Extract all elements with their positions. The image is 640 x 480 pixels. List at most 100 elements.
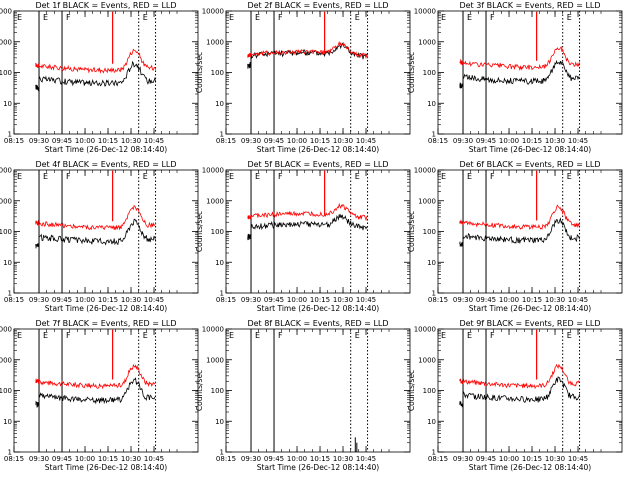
flag-label: E	[43, 331, 48, 340]
x-tick-label: 09:30	[453, 137, 473, 145]
x-tick-label: 08:15	[216, 296, 236, 304]
x-tick-label: 10:45	[356, 137, 376, 145]
x-tick-label: 10:45	[356, 296, 376, 304]
flag-label: E	[43, 172, 48, 181]
flag-label: F	[490, 13, 495, 22]
x-tick-label: 09:30	[29, 137, 49, 145]
y-tick-label: 1	[220, 131, 224, 139]
x-axis-label: Start Time (26-Dec-12 08:14:40)	[257, 304, 379, 313]
x-tick-label: 08:15	[4, 296, 24, 304]
y-tick-label: 100	[211, 387, 224, 395]
y-tick-label: 10	[215, 100, 224, 108]
flag-label: E	[143, 172, 148, 181]
flag-label: F	[490, 331, 495, 340]
y-tick-label: 1000	[418, 38, 436, 46]
y-tick-label: 1000	[0, 356, 12, 364]
x-tick-label: 09:30	[29, 455, 49, 463]
flag-label: E	[229, 172, 234, 181]
y-tick-label: 1	[8, 290, 12, 298]
x-tick-label: 09:45	[476, 455, 496, 463]
flag-label: E	[355, 13, 360, 22]
y-tick-label: 10	[427, 418, 436, 426]
y-axis-label: Counts/sec	[195, 370, 204, 411]
x-axis-label: Start Time (26-Dec-12 08:14:40)	[45, 145, 167, 154]
x-tick-label: 10:00	[499, 137, 519, 145]
x-tick-label: 08:15	[4, 455, 24, 463]
y-tick-label: 10000	[202, 326, 224, 334]
flag-label: E	[43, 13, 48, 22]
flag-label: E	[255, 13, 260, 22]
panel-title: Det 4f BLACK = Events, RED = LLD	[35, 160, 176, 169]
panel-7: Det 7f BLACK = Events, RED = LLD 1 10 100 10…	[0, 319, 199, 472]
flag-label: F	[66, 13, 71, 22]
plot-frame	[437, 169, 623, 294]
lld-trace	[459, 204, 580, 230]
x-tick-label: 10:45	[144, 455, 164, 463]
x-tick-label: 10:15	[310, 455, 330, 463]
flag-label: E	[467, 172, 472, 181]
y-axis-label: Counts/sec	[407, 370, 416, 411]
y-tick-label: 10	[427, 100, 436, 108]
flag-label: E	[229, 331, 234, 340]
x-tick-label: 10:30	[121, 455, 141, 463]
x-axis-label: Start Time (26-Dec-12 08:14:40)	[45, 463, 167, 472]
flag-label: E	[255, 331, 260, 340]
x-tick-label: 09:45	[52, 137, 72, 145]
panel-title: Det 6f BLACK = Events, RED = LLD	[459, 160, 600, 169]
flag-label: E	[467, 331, 472, 340]
events-trace	[247, 213, 368, 241]
x-tick-label: 10:00	[75, 455, 95, 463]
x-tick-label: 10:15	[522, 137, 542, 145]
events-trace	[459, 376, 580, 408]
x-axis-label: Start Time (26-Dec-12 08:14:40)	[469, 145, 591, 154]
x-tick-label: 09:45	[52, 455, 72, 463]
x-axis-label: Start Time (26-Dec-12 08:14:40)	[469, 304, 591, 313]
x-tick-label: 09:45	[264, 296, 284, 304]
x-tick-label: 10:00	[75, 296, 95, 304]
x-tick-label: 10:30	[545, 137, 565, 145]
flag-label: E	[355, 331, 360, 340]
y-tick-label: 1000	[0, 197, 12, 205]
x-tick-label: 10:45	[144, 296, 164, 304]
x-tick-label: 08:15	[4, 137, 24, 145]
y-tick-label: 100	[423, 228, 436, 236]
x-tick-label: 10:45	[356, 455, 376, 463]
x-tick-label: 09:45	[264, 455, 284, 463]
lld-trace	[35, 363, 156, 390]
x-tick-label: 10:00	[287, 455, 307, 463]
y-tick-label: 10	[427, 259, 436, 267]
flag-label: E	[467, 13, 472, 22]
panel-8: Det 8f BLACK = Events, RED = LLD 1 10 100 10…	[195, 319, 411, 472]
panel-1: Det 1f BLACK = Events, RED = LLD 1 10 100 10…	[0, 1, 199, 154]
y-tick-label: 1000	[0, 38, 12, 46]
y-tick-label: 10000	[202, 8, 224, 16]
y-tick-label: 1000	[418, 356, 436, 364]
flag-label: E	[229, 13, 234, 22]
x-tick-label: 10:00	[287, 296, 307, 304]
plot-frame	[437, 10, 623, 135]
lld-trace	[247, 202, 368, 222]
flag-label: F	[278, 172, 283, 181]
lld-trace	[459, 45, 580, 72]
y-tick-label: 100	[423, 387, 436, 395]
y-tick-label: 1000	[206, 197, 224, 205]
x-tick-label: 10:15	[98, 296, 118, 304]
x-tick-label: 09:30	[453, 455, 473, 463]
y-axis-label: Counts/sec	[195, 211, 204, 252]
y-tick-label: 100	[211, 228, 224, 236]
plot-frame	[13, 10, 199, 135]
y-axis-label: Counts/sec	[195, 52, 204, 93]
panel-title: Det 2f BLACK = Events, RED = LLD	[247, 1, 388, 10]
flag-label: E	[17, 331, 22, 340]
x-tick-label: 09:45	[476, 296, 496, 304]
y-tick-label: 10	[3, 418, 12, 426]
events-trace	[459, 59, 580, 89]
lld-trace	[35, 204, 156, 231]
x-tick-label: 10:45	[568, 137, 588, 145]
flag-label: E	[143, 13, 148, 22]
panel-title: Det 9f BLACK = Events, RED = LLD	[459, 319, 600, 328]
events-trace	[247, 41, 368, 69]
x-tick-label: 09:30	[29, 296, 49, 304]
x-tick-label: 10:00	[75, 137, 95, 145]
